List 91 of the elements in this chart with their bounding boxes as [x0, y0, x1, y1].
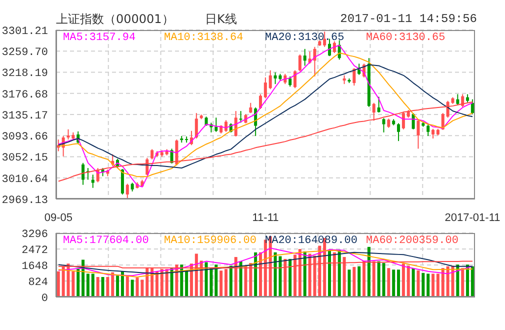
- bar: [416, 270, 420, 297]
- y-tick-label: 3176.68: [2, 89, 48, 102]
- candlestick: [456, 94, 460, 106]
- candlestick: [441, 112, 444, 130]
- bar: [470, 266, 474, 297]
- candlestick: [298, 54, 302, 72]
- bar: [72, 271, 75, 297]
- bar: [367, 246, 370, 297]
- candlestick: [303, 48, 306, 66]
- bar: [348, 270, 351, 297]
- candlestick: [397, 122, 400, 142]
- y-tick-label: 3093.66: [2, 132, 48, 144]
- text: MA5:3157.94: [63, 32, 136, 45]
- candlestick: [204, 116, 208, 126]
- bar: [441, 268, 444, 297]
- bar: [220, 270, 223, 297]
- bar: [352, 266, 356, 297]
- bar: [461, 268, 464, 297]
- bar: [130, 280, 134, 297]
- y-tick-label: 3052.15: [2, 152, 48, 165]
- bar: [91, 274, 94, 297]
- candlestick: [294, 70, 296, 89]
- candlestick: [470, 98, 474, 115]
- bar: [406, 266, 410, 297]
- y-tick-label: 824: [28, 276, 48, 289]
- series-label: MA60:200359.00: [366, 235, 458, 248]
- bar: [392, 270, 396, 297]
- candlestick: [387, 118, 390, 128]
- bar: [86, 274, 90, 297]
- y-tick-label: 3135.17: [2, 110, 48, 122]
- x-tick-label: 09-05: [44, 212, 73, 224]
- text: 2017-01-11 14:59:56: [340, 12, 477, 26]
- candlestick: [249, 102, 252, 114]
- x-tick-label: 11-11: [252, 212, 279, 224]
- candlestick: [268, 70, 272, 90]
- candlestick: [416, 119, 420, 150]
- series-label: MA10:159906.00: [164, 235, 256, 248]
- bar: [422, 272, 425, 297]
- bar: [56, 271, 60, 297]
- candlestick: [150, 148, 154, 160]
- bar: [436, 274, 440, 297]
- y-tick-label: 3296: [22, 228, 48, 241]
- chart-subtitle: 日K线: [205, 12, 237, 26]
- y-tick-label: 1648: [22, 260, 48, 273]
- line-series: [58, 64, 474, 169]
- candlestick: [264, 76, 267, 99]
- candlestick: [377, 96, 380, 114]
- bar: [412, 268, 415, 297]
- bar: [76, 268, 80, 297]
- bar: [185, 270, 188, 297]
- bar: [358, 266, 361, 297]
- bar: [328, 250, 332, 297]
- candlestick: [352, 68, 356, 86]
- x-tick-label: 2017-01-11: [444, 212, 500, 224]
- bar: [101, 277, 104, 297]
- bar: [338, 250, 341, 297]
- text: MA60:3130.65: [366, 32, 446, 45]
- bar: [214, 264, 218, 297]
- y-tick-label: 0: [41, 292, 48, 305]
- candlestick: [66, 128, 70, 140]
- candlestick: [82, 162, 85, 186]
- text: MA10:3138.64: [164, 32, 244, 45]
- bar: [229, 266, 232, 297]
- candlestick: [239, 110, 242, 124]
- bar: [106, 277, 110, 297]
- y-tick-label: 2472: [22, 244, 48, 257]
- bar: [397, 270, 400, 297]
- bar: [288, 258, 292, 297]
- bar: [432, 274, 435, 297]
- bar: [116, 276, 120, 297]
- y-tick-label: 3259.70: [2, 47, 48, 60]
- candlestick: [288, 76, 292, 88]
- candlestick: [402, 112, 405, 130]
- candlestick: [126, 183, 129, 199]
- candlestick: [432, 128, 435, 140]
- y-tick-label: 3218.19: [2, 68, 48, 80]
- candlestick: [120, 168, 124, 195]
- candlestick: [194, 112, 198, 140]
- y-tick-label: 3301.21: [2, 26, 48, 38]
- text: MA5:177604.00: [63, 235, 149, 248]
- candlestick: [426, 124, 430, 136]
- candlestick: [382, 118, 386, 133]
- bar: [387, 268, 390, 297]
- y-tick-label: 3010.64: [2, 174, 48, 186]
- chart-title: 上证指数（000001）: [56, 12, 174, 26]
- bar: [96, 277, 100, 297]
- y-tick-label: 2969.13: [2, 194, 48, 207]
- bar: [126, 276, 129, 297]
- bar: [426, 274, 430, 297]
- candlestick: [91, 174, 94, 188]
- candlestick: [214, 117, 218, 132]
